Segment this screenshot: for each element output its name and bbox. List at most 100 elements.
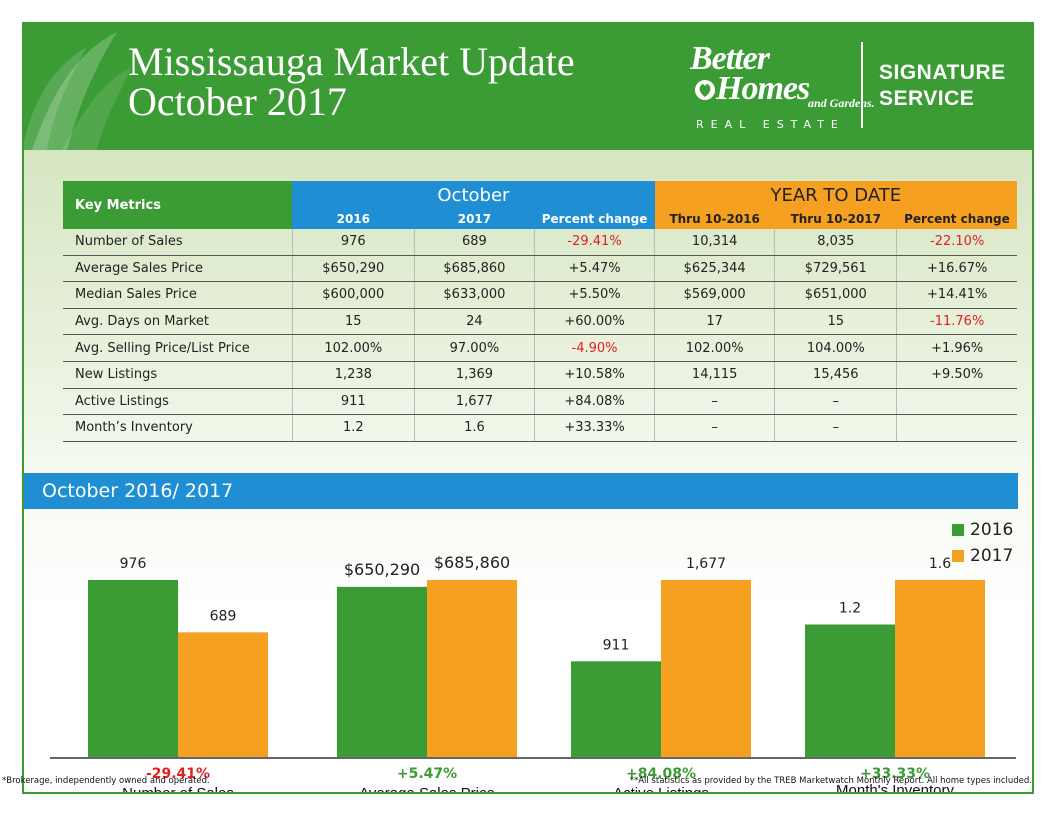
grass-leaf-graphic — [22, 32, 132, 150]
legend-label: 2016 — [970, 520, 1014, 540]
row-label: Active Listings — [63, 388, 293, 416]
percent-change-label: +84.08% — [626, 766, 696, 782]
table-cell: -22.10% — [896, 229, 1017, 256]
row-label: Avg. Days on Market — [63, 308, 293, 336]
table-cell: +5.50% — [533, 281, 655, 309]
key-metrics-header: Key Metrics — [63, 181, 293, 229]
table-cell: +14.41% — [896, 281, 1017, 309]
col-header: 2017 — [414, 209, 535, 229]
table-cell: 8,035 — [774, 229, 897, 256]
row-label: Average Sales Price — [63, 255, 293, 283]
legend-swatch-2016 — [952, 524, 964, 536]
footer-note-left: *Brokerage, independently owned and oper… — [2, 776, 210, 786]
table-cell: – — [774, 414, 897, 442]
table-cell: – — [654, 414, 775, 442]
table-row: Avg. Selling Price/List Price 102.00% 97.0… — [63, 334, 1017, 362]
row-label: New Listings — [63, 361, 293, 389]
percent-change-label: -29.41% — [146, 766, 210, 782]
bar-value-label: 911 — [603, 637, 630, 653]
table-cell: 1,238 — [291, 361, 415, 389]
category-label: Month's Inventory — [836, 782, 954, 794]
table-cell: 689 — [413, 229, 535, 256]
header-divider — [861, 42, 863, 128]
col-header: Percent change — [896, 209, 1017, 229]
category-label: Number of Sales — [122, 785, 234, 794]
bar-value-label: $650,290 — [344, 560, 420, 579]
table-cell: – — [654, 388, 775, 416]
table-cell: +9.50% — [896, 361, 1017, 389]
table-cell: +16.67% — [896, 255, 1017, 283]
brand-and-gardens: and Gardens. — [808, 96, 875, 110]
table-cell — [896, 414, 1017, 442]
category-label: Active Listings — [613, 785, 709, 794]
legend-swatch-2017 — [952, 550, 964, 562]
table-cell: 976 — [291, 229, 415, 256]
category-label: Average Sales Price — [359, 785, 495, 794]
table-cell — [896, 388, 1017, 416]
table-cell: $569,000 — [654, 281, 775, 309]
bar-2016-3 — [805, 624, 895, 758]
table-cell: +10.58% — [533, 361, 655, 389]
bar-value-label: 1,677 — [686, 556, 726, 572]
table-cell: 14,115 — [654, 361, 775, 389]
table-cell: 17 — [654, 308, 775, 336]
header-banner: Mississauga Market Update October 2017 B… — [22, 22, 1034, 150]
table-cell: -4.90% — [533, 334, 655, 362]
table-cell: +5.47% — [533, 255, 655, 283]
table-row: Avg. Days on Market 15 24 +60.00% 17 15 -11.76… — [63, 308, 1017, 336]
table-cell: 15 — [774, 308, 897, 336]
table-cell: 911 — [291, 388, 415, 416]
table-cell: $685,860 — [413, 255, 535, 283]
row-label: Median Sales Price — [63, 281, 293, 309]
title-line-2: October 2017 — [128, 79, 347, 124]
table-cell: 15,456 — [774, 361, 897, 389]
table-row: Number of Sales 976 689 -29.41% 10,314 8,035-… — [63, 229, 1017, 256]
page: Mississauga Market Update October 2017 B… — [22, 22, 1034, 794]
signature-service-text: SIGNATURE SERVICE — [879, 60, 1006, 112]
col-header: 2016 — [292, 209, 415, 229]
bar-2016-2 — [571, 661, 661, 758]
table-cell: $633,000 — [413, 281, 535, 309]
leaf-heart-icon — [695, 80, 715, 100]
row-label: Month’s Inventory — [63, 414, 293, 442]
table-cell: 1.6 — [413, 414, 535, 442]
table-cell: $651,000 — [774, 281, 897, 309]
key-metrics-table: Key Metrics October YEAR TO DATE 2016 20… — [63, 181, 1017, 442]
ytd-group-header: YEAR TO DATE — [654, 181, 1017, 209]
table-cell: $625,344 — [654, 255, 775, 283]
percent-change-label: +5.47% — [397, 766, 457, 782]
bar-2017-0 — [178, 632, 268, 758]
table-cell: – — [774, 388, 897, 416]
bar-value-label: $685,860 — [434, 553, 510, 572]
percent-change-label: +33.33% — [860, 766, 930, 782]
table-cell: 15 — [291, 308, 415, 336]
table-cell: +60.00% — [533, 308, 655, 336]
chart-header-bar: October 2016/ 2017 — [24, 473, 1018, 509]
brand-real-estate: REAL ESTATE — [696, 118, 845, 131]
table-row: New Listings 1,238 1,369 +10.58% 14,115 15,45… — [63, 361, 1017, 389]
table-row: Average Sales Price $650,290 $685,860 +5.47… — [63, 255, 1017, 283]
footer-note-right: **All statistics as provided by the TREB… — [629, 776, 1032, 786]
table-cell: 104.00% — [774, 334, 897, 362]
table-cell: 102.00% — [654, 334, 775, 362]
table-cell: +1.96% — [896, 334, 1017, 362]
row-label: Avg. Selling Price/List Price — [63, 334, 293, 362]
bar-2017-1 — [427, 580, 517, 758]
page-title: Mississauga Market Update October 2017 — [128, 42, 575, 122]
brand-logo: Better Homes and Gardens. REAL ESTATE — [690, 40, 875, 132]
chart-legend: 2016 2017 — [952, 517, 1013, 569]
brand-better: Better — [690, 40, 770, 77]
col-header: Thru 10-2017 — [774, 209, 897, 229]
table-cell: -11.76% — [896, 308, 1017, 336]
table-body: Number of Sales 976 689 -29.41% 10,314 8,035-… — [63, 229, 1017, 442]
col-header: Percent change — [534, 209, 655, 229]
table-cell: 1,369 — [413, 361, 535, 389]
table-cell: $600,000 — [291, 281, 415, 309]
table-cell: 97.00% — [413, 334, 535, 362]
legend-item: 2017 — [952, 543, 1013, 569]
signature-line-1: SIGNATURE — [879, 61, 1006, 84]
table-cell: 1.2 — [291, 414, 415, 442]
table-cell: $650,290 — [291, 255, 415, 283]
bar-2017-2 — [661, 580, 751, 758]
bar-value-label: 1.2 — [839, 601, 861, 617]
